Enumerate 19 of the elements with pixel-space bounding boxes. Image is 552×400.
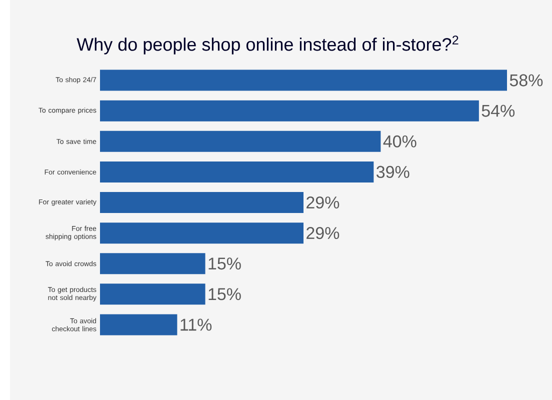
data-label: 11% — [180, 318, 212, 331]
data-label: 29% — [306, 227, 340, 240]
data-label: 29% — [306, 196, 340, 209]
data-label: 39% — [376, 166, 410, 178]
bar — [100, 314, 178, 336]
bar — [100, 222, 304, 244]
data-label: 15% — [208, 258, 241, 270]
bar — [100, 70, 507, 91]
data-label: 15% — [208, 288, 241, 300]
data-label: 54% — [482, 104, 515, 117]
bar — [100, 130, 381, 152]
bar — [100, 161, 374, 182]
data-label: 40% — [383, 135, 416, 148]
bar — [100, 192, 304, 214]
data-label: 58% — [510, 74, 543, 86]
chart-title: Why do people shop online instead of in-store?$^{2}$ — [76, 36, 458, 54]
bar — [100, 284, 206, 305]
bar — [100, 100, 479, 122]
bar — [100, 253, 206, 274]
